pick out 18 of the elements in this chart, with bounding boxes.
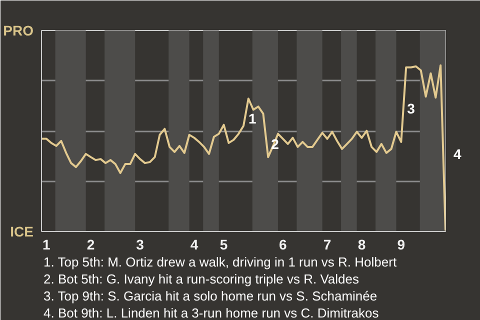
x-tick-label: 9 [397,236,406,252]
x-tick-label: 5 [220,236,228,252]
annotation: 1 [248,110,256,127]
x-tick-label: 8 [358,236,366,252]
text: 4 [454,146,462,162]
text: 4. Bot 9th: L. Linden hit a 3-run home run vs C. Dimitrakos [44,306,380,320]
text: ICE [10,224,34,240]
x-tick-label: 7 [323,236,332,252]
x-tick-label: 3 [136,236,144,252]
text: 1. Top 5th: M. Ortiz drew a walk, driving in 1 run vs R. Holbert [44,254,397,270]
text: 3. Top 9th: S. Garcia hit a solo home run vs S. Schaminée [44,288,378,304]
x-tick-label: 6 [279,236,288,252]
x-tick-label: 4 [190,236,198,252]
annotation: 3 [407,100,416,117]
text: 2. Bot 5th: G. Ivany hit a run-scoring triple vs R. Valdes [44,272,360,286]
x-tick-label: 1 [42,236,51,252]
x-tick-label: 2 [86,236,95,252]
text: PRO [3,22,34,38]
